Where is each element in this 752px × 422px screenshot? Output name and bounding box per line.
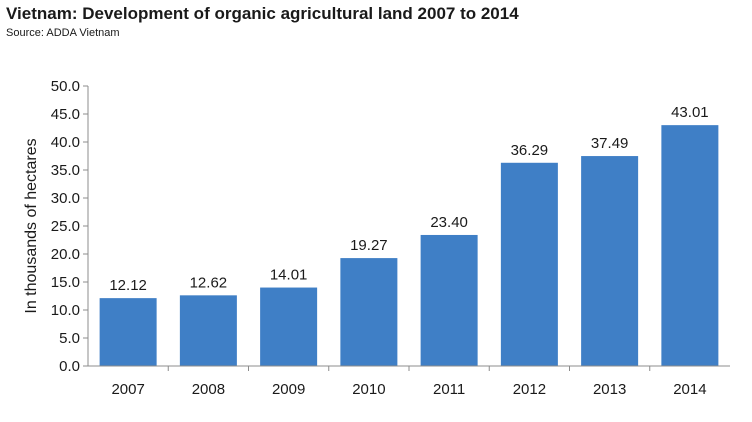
x-tick-label: 2014 [673, 381, 706, 398]
bar [340, 258, 398, 366]
bar [260, 287, 318, 366]
x-tick-label: 2009 [272, 381, 305, 398]
y-tick-label: 25.0 [51, 218, 80, 235]
x-tick-label: 2010 [352, 381, 385, 398]
y-tick-label: 40.0 [51, 134, 80, 151]
data-label: 23.40 [430, 214, 468, 231]
data-label: 14.01 [270, 267, 308, 284]
data-label: 12.12 [109, 277, 147, 294]
y-tick-label: 0.0 [59, 358, 80, 375]
x-tick-label: 2011 [433, 381, 465, 398]
data-label: 37.49 [591, 135, 629, 152]
y-axis-label: In thousands of hectares [23, 138, 40, 313]
y-tick-label: 15.0 [51, 274, 80, 291]
y-tick-label: 30.0 [51, 190, 80, 207]
x-tick-label: 2012 [513, 381, 546, 398]
chart-title: Vietnam: Development of organic agricult… [6, 4, 519, 23]
bar [500, 162, 558, 366]
data-label: 19.27 [350, 237, 388, 254]
bars: 12.12 12.62 14.01 19.27 23.40 36.29 37.49 43.01 [99, 104, 719, 366]
y-tick-label: 45.0 [51, 106, 80, 123]
x-axis: 2007 2008 2009 2010 2011 2012 2013 2014 [88, 365, 730, 398]
y-tick-label: 50.0 [51, 78, 80, 95]
bar [581, 156, 639, 366]
y-tick-label: 20.0 [51, 246, 80, 263]
y-tick-label: 10.0 [51, 302, 80, 319]
bar [179, 295, 237, 366]
x-tick-label: 2007 [111, 381, 144, 398]
data-label: 12.62 [190, 274, 228, 291]
data-label: 36.29 [511, 142, 549, 159]
bar [420, 234, 478, 366]
data-label: 43.01 [671, 104, 709, 121]
y-tick-label: 5.0 [59, 330, 80, 347]
bar [99, 298, 157, 366]
bar [661, 125, 719, 366]
y-tick-label: 35.0 [51, 162, 80, 179]
x-tick-label: 2013 [593, 381, 626, 398]
chart-source: Source: ADDA Vietnam [6, 27, 120, 39]
x-tick-label: 2008 [192, 381, 225, 398]
y-axis: 0.0 5.0 10.0 15.0 20.0 25.0 30.0 35.0 40.0 45.0 50… [51, 78, 89, 375]
